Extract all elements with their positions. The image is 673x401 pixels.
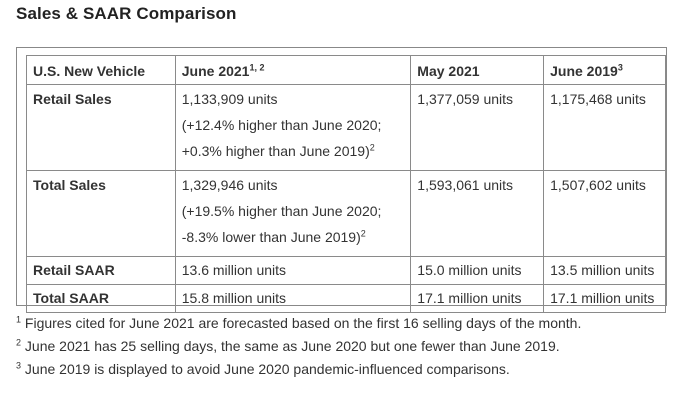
table-row-total-saar: Total SAAR 15.8 million units 17.1 milli… [26, 284, 666, 313]
cell-june-2019: 13.5 million units [543, 256, 666, 285]
table-header-row: U.S. New Vehicle June 20211, 2 May 2021 … [26, 55, 666, 85]
header-june-2019-sup: 3 [617, 62, 623, 73]
table-frame: U.S. New Vehicle June 20211, 2 May 2021 … [16, 47, 667, 313]
header-vehicle: U.S. New Vehicle [26, 55, 176, 85]
cell-june-2019: 1,175,468 units [543, 84, 666, 171]
cell-june-2021: 1,133,909 units (+12.4% higher than June… [174, 84, 412, 171]
header-june-2021-sup: 1, 2 [249, 62, 265, 73]
footnote-2: 2 June 2021 has 25 selling days, the sam… [16, 337, 560, 354]
row-label: Retail SAAR [26, 256, 176, 285]
cell-june-2021: 1,329,946 units (+19.5% higher than June… [174, 170, 412, 257]
table-row-retail-saar: Retail SAAR 13.6 million units 15.0 mill… [26, 256, 666, 285]
footnote-3: 3 June 2019 is displayed to avoid June 2… [16, 360, 510, 377]
row-label: Retail Sales [26, 84, 176, 171]
cell-june-2021: 13.6 million units [174, 256, 412, 285]
header-june-2019: June 20193 [543, 55, 666, 85]
table-row-retail-sales: Retail Sales 1,133,909 units (+12.4% hig… [26, 84, 666, 171]
cell-may-2021: 1,593,061 units [410, 170, 545, 257]
cell-june-2019: 1,507,602 units [543, 170, 666, 257]
comparison-table: U.S. New Vehicle June 20211, 2 May 2021 … [26, 55, 666, 313]
cell-may-2021: 17.1 million units [410, 284, 545, 313]
row-label: Total Sales [26, 170, 176, 257]
cell-may-2021: 15.0 million units [410, 256, 545, 285]
row-label: Total SAAR [26, 284, 176, 313]
page-title: Sales & SAAR Comparison [16, 4, 237, 23]
cell-june-2021: 15.8 million units [174, 284, 412, 313]
footnote-1: 1 Figures cited for June 2021 are foreca… [16, 314, 582, 331]
header-may-2021: May 2021 [410, 55, 545, 85]
footnotes: 1 Figures cited for June 2021 are foreca… [16, 312, 581, 381]
cell-june-2019: 17.1 million units [543, 284, 666, 313]
header-june-2021: June 20211, 2 [174, 55, 412, 85]
cell-may-2021: 1,377,059 units [410, 84, 545, 171]
table-row-total-sales: Total Sales 1,329,946 units (+19.5% high… [26, 170, 666, 257]
